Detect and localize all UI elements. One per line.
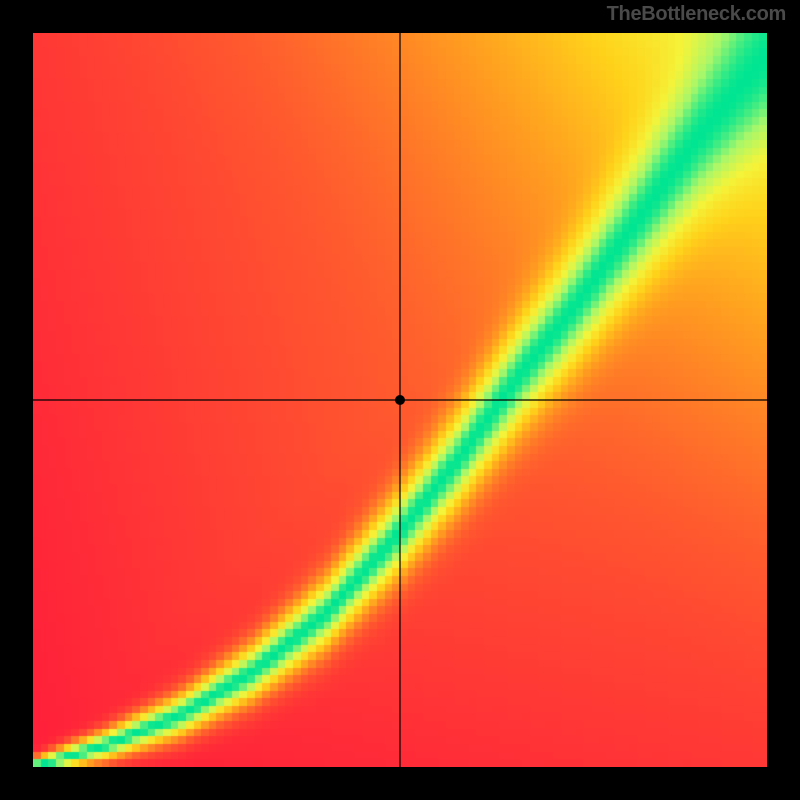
crosshair-marker [395, 395, 405, 405]
watermark-text: TheBottleneck.com [607, 3, 786, 26]
